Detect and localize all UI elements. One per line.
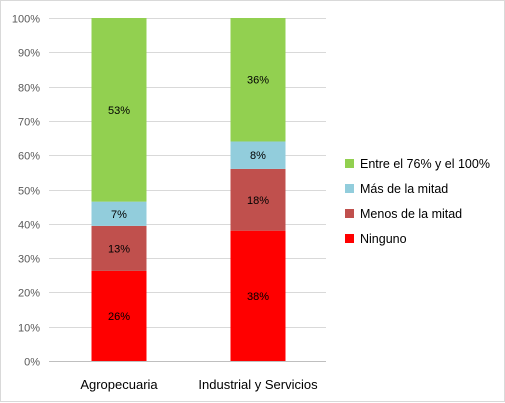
legend-swatch — [345, 159, 354, 168]
y-tick-label: 40% — [18, 220, 40, 232]
legend-label: Más de la mitad — [360, 182, 448, 196]
legend-swatch — [345, 234, 354, 243]
bar-segment — [230, 18, 286, 142]
legend-swatch — [345, 184, 354, 193]
bar-segment — [91, 225, 147, 271]
y-tick-label: 100% — [12, 14, 40, 26]
y-tick-label: 60% — [18, 151, 40, 163]
bar-segment — [230, 141, 286, 169]
legend-label: Entre el 76% y el 100% — [360, 157, 490, 171]
bar-segment — [230, 230, 286, 361]
legend-label: Ninguno — [360, 232, 407, 246]
bar-segment — [91, 270, 147, 361]
data-label: 53% — [108, 105, 130, 117]
y-tick-label: 10% — [18, 323, 40, 335]
data-label: 36% — [247, 75, 269, 87]
y-tick-label: 20% — [18, 288, 40, 300]
data-label: 13% — [108, 243, 130, 255]
x-axis-category-labels: Agropecuaria Industrial y Servicios — [80, 377, 318, 392]
legend-swatch — [345, 209, 354, 218]
y-tick-label: 50% — [18, 186, 40, 198]
bar-segment — [91, 18, 147, 202]
y-axis-tick-labels: 0% 10% 20% 30% 40% 50% 60% 70% 80% 90% 100% — [12, 14, 40, 369]
bars — [91, 18, 286, 361]
y-tick-label: 80% — [18, 83, 40, 95]
y-tick-label: 0% — [24, 357, 40, 369]
legend: Entre el 76% y el 100% Más de la mitad Men… — [345, 157, 490, 246]
data-label: 7% — [111, 209, 127, 221]
data-label: 18% — [247, 195, 269, 207]
category-label: Agropecuaria — [80, 377, 158, 392]
legend-label: Menos de la mitad — [360, 207, 462, 221]
y-tick-label: 90% — [18, 48, 40, 60]
bar-segment — [230, 168, 286, 231]
category-label: Industrial y Servicios — [198, 377, 318, 392]
data-label: 8% — [250, 150, 266, 162]
bar-segment — [91, 201, 147, 226]
y-tick-label: 30% — [18, 254, 40, 266]
data-label: 38% — [247, 291, 269, 303]
data-labels: 26% 13% 7% 53% 38% 18% 8% 36% — [108, 75, 269, 323]
data-label: 26% — [108, 311, 130, 323]
y-tick-label: 70% — [18, 117, 40, 129]
